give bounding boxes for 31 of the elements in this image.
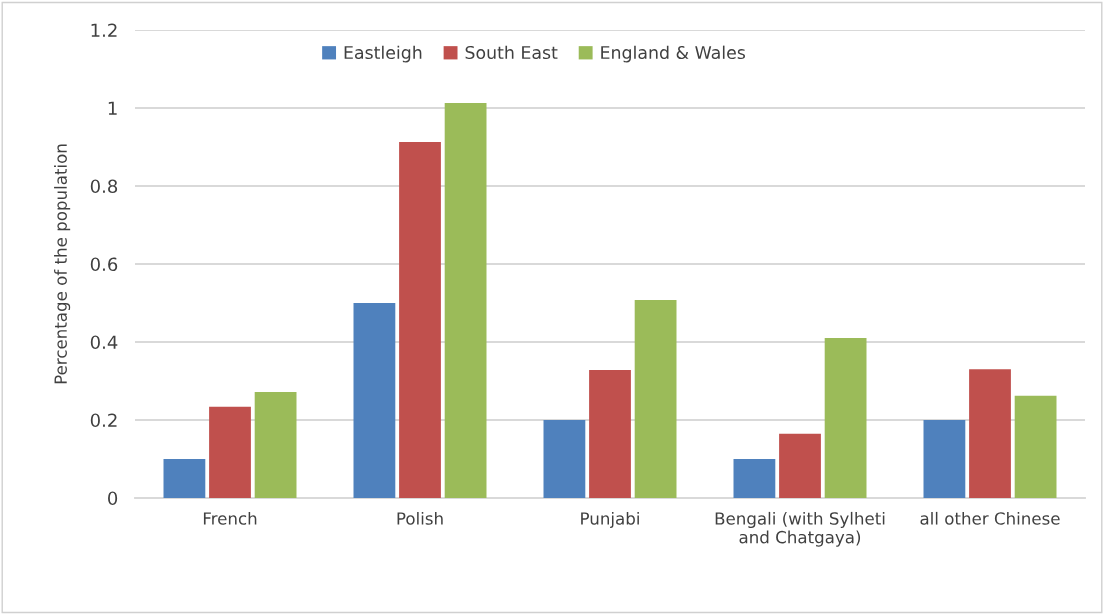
y-axis-title: Percentage of the population: [54, 144, 71, 384]
x-tick-label: all other Chinese: [920, 511, 1060, 525]
bar: [353, 303, 396, 498]
y-tick-label: 0.6: [90, 257, 118, 272]
bar: [1014, 395, 1057, 498]
y-tick-label: 0.4: [90, 335, 118, 350]
bar: [254, 391, 297, 498]
y-tick-label: 0: [108, 491, 118, 506]
x-tick-label: French: [203, 511, 257, 525]
legend-label: Eastleigh: [344, 45, 422, 63]
bar: [923, 420, 966, 498]
x-tick-label: Punjabi: [581, 511, 639, 529]
bar: [399, 141, 441, 498]
bar: [779, 433, 821, 498]
y-tick-label: 0.8: [90, 179, 118, 194]
bar: [733, 459, 776, 498]
bar: [163, 459, 206, 498]
y-tick-label: 1.2: [91, 23, 117, 37]
bar: [589, 370, 631, 498]
bar: [209, 406, 251, 498]
bar: [969, 369, 1011, 498]
legend-label: South East: [465, 45, 558, 60]
bar: [634, 299, 677, 498]
legend-label: England & Wales: [601, 45, 746, 63]
x-tick-label: Bengali (with Sylheti and Chatgaya): [715, 511, 885, 547]
x-tick-label: Polish: [397, 511, 443, 525]
bar: [543, 420, 586, 498]
bar: [824, 338, 867, 498]
y-tick-label: 1: [108, 101, 117, 115]
y-tick-label: 0.2: [90, 413, 117, 428]
bar: [444, 102, 487, 498]
